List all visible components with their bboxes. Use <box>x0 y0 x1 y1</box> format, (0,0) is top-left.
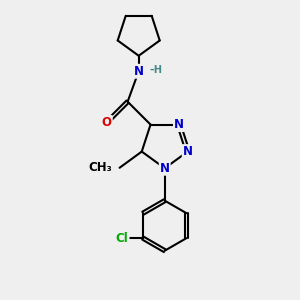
Text: CH₃: CH₃ <box>88 161 112 174</box>
Text: N: N <box>134 65 144 78</box>
Text: O: O <box>102 116 112 129</box>
Text: Cl: Cl <box>116 232 128 245</box>
Text: N: N <box>160 162 170 175</box>
Text: N: N <box>174 118 184 131</box>
Text: –H: –H <box>150 65 163 75</box>
Text: N: N <box>183 145 193 158</box>
